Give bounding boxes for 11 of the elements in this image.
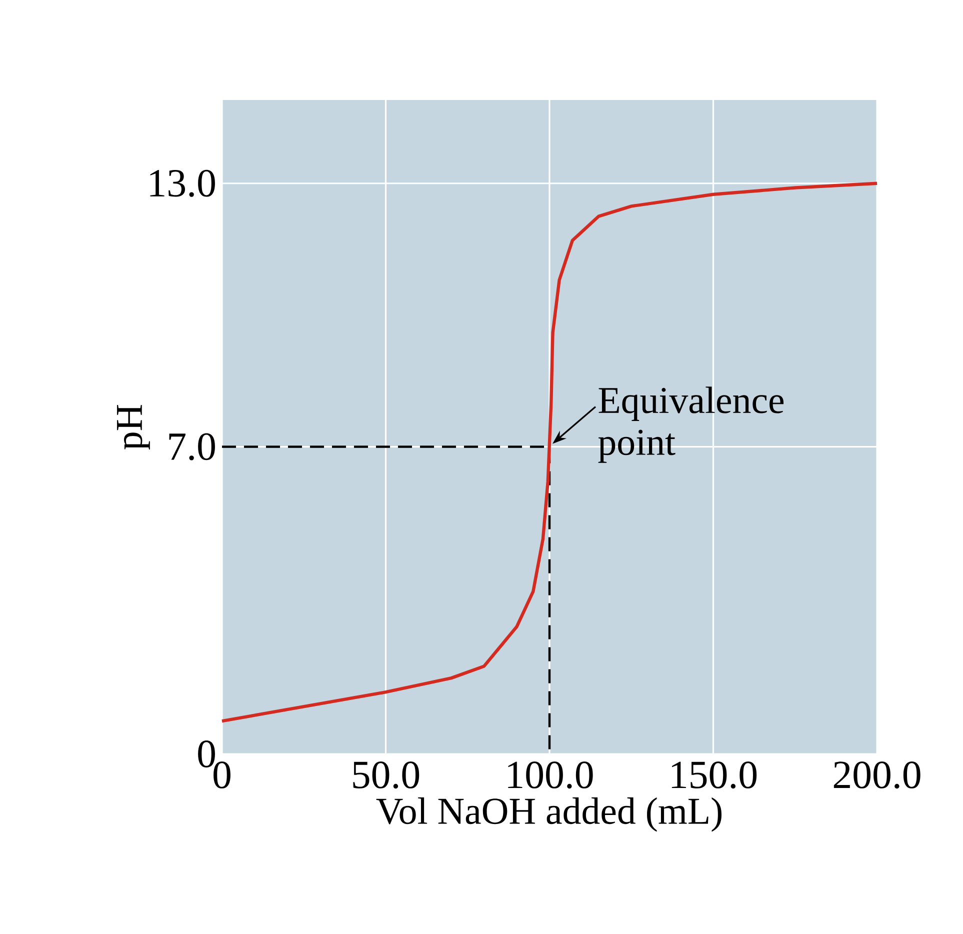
x-tick-label: 50.0 bbox=[353, 762, 420, 789]
x-tick-label: 200.0 bbox=[834, 762, 920, 789]
y-tick-label: 7.0 bbox=[169, 433, 215, 460]
annotation: Equivalence point bbox=[598, 386, 784, 463]
x-tick-label: 150.0 bbox=[672, 762, 757, 789]
x-tick-label: 100.0 bbox=[508, 762, 593, 789]
y-axis-title: pH bbox=[117, 404, 150, 450]
y-tick-label: 13.0 bbox=[150, 170, 215, 197]
y-tick-label: 0 bbox=[198, 740, 215, 768]
x-axis-title: Vol NaOH added (mL) bbox=[376, 797, 722, 832]
line-series bbox=[220, 182, 879, 723]
